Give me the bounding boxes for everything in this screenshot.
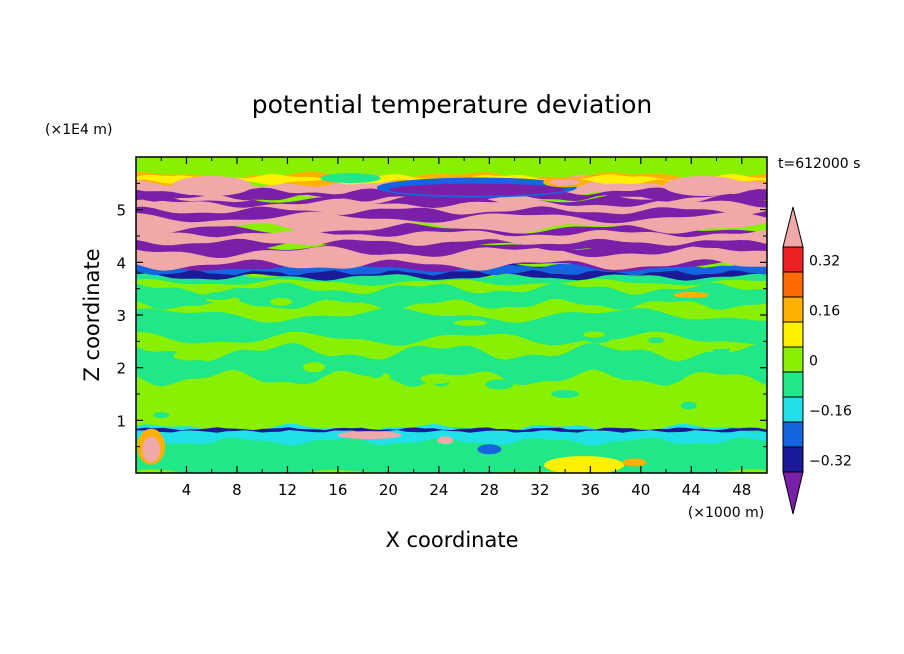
x-tick-label: 24 (429, 481, 448, 499)
contour-band-35 (136, 427, 767, 433)
contour-blob-28 (205, 292, 234, 301)
contour-band-51 (136, 198, 767, 216)
y-tick-label: 5 (116, 202, 126, 220)
colorbar-box (782, 371, 804, 398)
contour-blob-32 (485, 379, 514, 390)
contour-blob-20 (238, 356, 267, 367)
contour-blob-6 (153, 412, 170, 419)
contour-blob-15 (335, 308, 358, 315)
y-tick-label: 2 (116, 360, 126, 378)
contour-blob-30 (647, 337, 664, 344)
contour-blob-21 (453, 319, 488, 326)
y-unit-label: (×1E4 m) (45, 122, 112, 138)
colorbar-label: 0.32 (809, 254, 840, 270)
contour-band-48 (136, 229, 767, 246)
colorbar-box (782, 446, 804, 473)
colorbar-box (782, 296, 804, 323)
contour-blob-39 (622, 458, 647, 467)
y-axis-title: Z coordinate (80, 248, 104, 381)
x-unit-label: (×1000 m) (688, 505, 764, 521)
y-tick-label: 3 (116, 307, 126, 325)
colorbar-box (782, 321, 804, 348)
contour-blob-61 (549, 179, 582, 186)
y-tick-label: 1 (116, 412, 126, 430)
contour-blob-38 (544, 456, 624, 473)
x-tick-label: 32 (530, 481, 549, 499)
contour-blob-23 (302, 362, 325, 373)
contour-blob-40 (477, 444, 502, 455)
x-axis-title: X coordinate (385, 528, 518, 552)
time-label: t=612000 s (778, 156, 860, 172)
contour-blob-41 (337, 431, 402, 440)
colorbar-box (782, 346, 804, 373)
contour-band-1 (136, 374, 767, 427)
x-axis-ticks: 4 8 12 16 20 24 28 32 36 40 44 48 (160, 157, 751, 499)
x-tick-label: 36 (581, 481, 600, 499)
contour-blob-63 (320, 173, 381, 184)
contour-blob-17 (173, 350, 208, 361)
colorbar: 0.32 0.16 0 −0.16 −0.32 (782, 206, 852, 515)
x-tick-label: 44 (682, 481, 701, 499)
contour-blob-31 (270, 297, 293, 306)
x-tick-label: 20 (379, 481, 398, 499)
contour-blob-24 (518, 325, 547, 332)
contour-blob-22 (680, 401, 697, 410)
x-tick-label: 48 (732, 481, 751, 499)
x-tick-label: 12 (278, 481, 297, 499)
contour-field (136, 157, 767, 473)
chart-title: potential temperature deviation (252, 90, 652, 119)
x-tick-label: 16 (328, 481, 347, 499)
contour-blob-18 (400, 314, 417, 321)
y-axis-ticks: 1 2 3 4 5 (116, 182, 767, 448)
contour-blob-62 (673, 291, 710, 298)
x-tick-label: 4 (182, 481, 192, 499)
contour-blob-16 (551, 390, 580, 398)
colorbar-max-triangle (782, 206, 804, 248)
colorbar-label: 0.16 (809, 304, 840, 320)
colorbar-box (782, 271, 804, 298)
contour-band-4 (136, 282, 767, 311)
colorbar-min-triangle (782, 471, 804, 515)
contour-blob-19 (615, 395, 638, 404)
colorbar-box (782, 246, 804, 273)
colorbar-box (782, 421, 804, 448)
contour-blob-59 (663, 175, 744, 196)
colorbar-label: −0.32 (809, 454, 852, 470)
x-tick-label: 40 (631, 481, 650, 499)
colorbar-label: 0 (809, 354, 818, 370)
colorbar-label: −0.16 (809, 404, 852, 420)
contour-blob-29 (420, 373, 455, 384)
contour-blob-26 (367, 367, 384, 378)
colorbar-box (782, 396, 804, 423)
y-tick-label: 4 (116, 254, 126, 272)
contour-blob-25 (733, 407, 767, 416)
x-tick-label: 28 (480, 481, 499, 499)
contour-band-2 (136, 342, 767, 387)
contour-blob-57 (388, 183, 565, 196)
contour-blob-27 (583, 331, 606, 338)
contour-blob-42 (437, 436, 454, 445)
contour-blob-33 (700, 343, 735, 350)
x-tick-label: 8 (232, 481, 242, 499)
contour-blob-37 (142, 436, 161, 463)
contour-blob-58 (171, 175, 252, 196)
contour-band-46 (136, 245, 767, 271)
